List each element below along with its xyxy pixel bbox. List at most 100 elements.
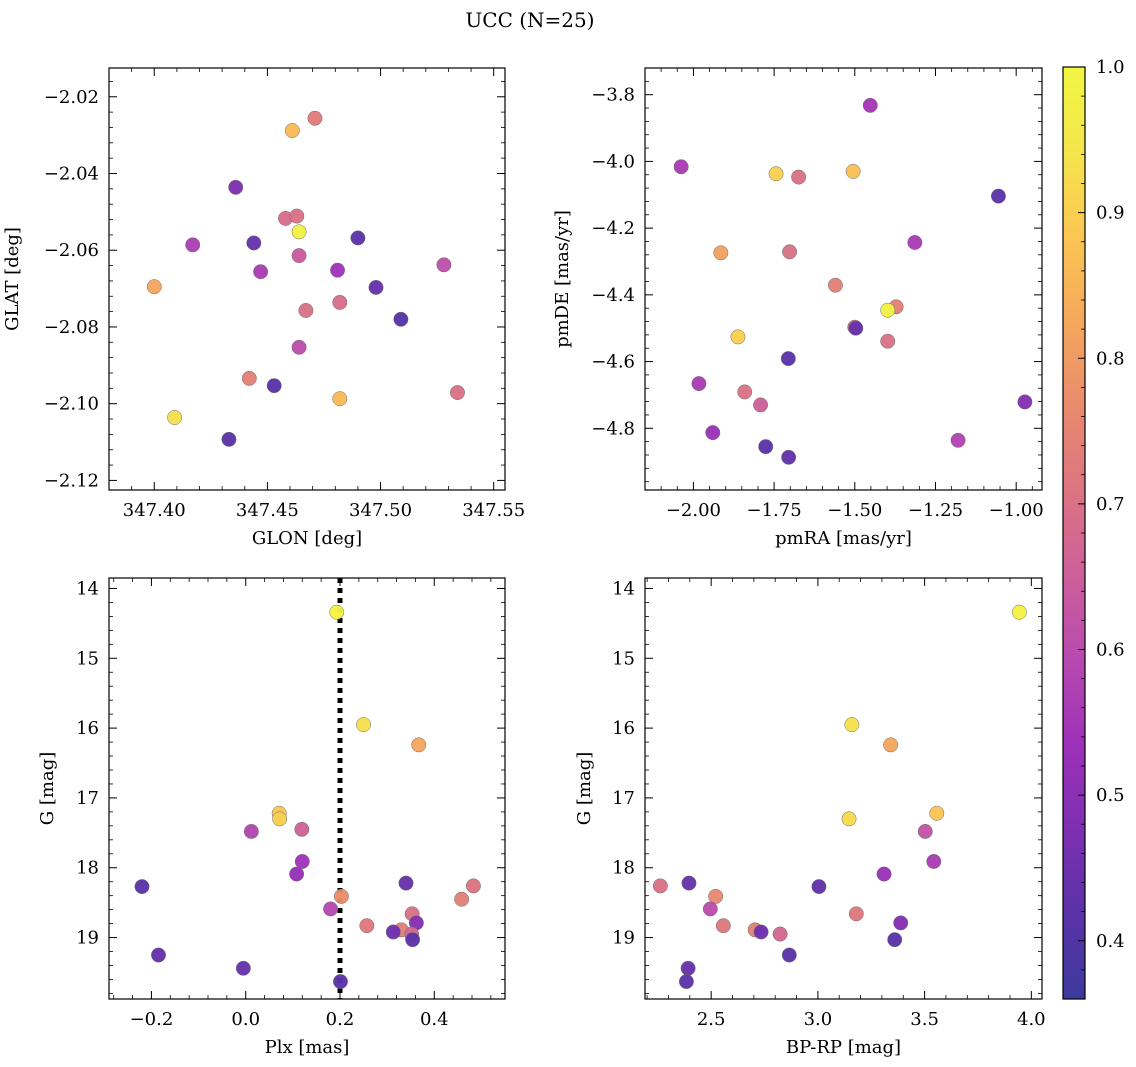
y-tick-label: −2.06 [44, 240, 99, 261]
y-tick-label: 19 [76, 928, 99, 949]
x-tick-label: 347.50 [349, 500, 412, 521]
data-point [350, 230, 366, 246]
data-point [411, 737, 427, 753]
x-tick-label: 0.2 [326, 1009, 355, 1030]
x-tick-label: −0.2 [130, 1009, 174, 1030]
axes-frame [644, 577, 1043, 1000]
data-point [185, 237, 201, 253]
data-point [841, 811, 857, 827]
data-point [330, 262, 345, 278]
data-point [876, 866, 892, 882]
x-tick-label: 347.55 [462, 500, 525, 521]
data-point [329, 604, 345, 620]
data-point [929, 805, 945, 821]
x-tick-label: 347.40 [123, 500, 186, 521]
data-point [368, 279, 384, 295]
data-point [284, 123, 300, 138]
x-tick-label: 4.0 [1017, 1009, 1046, 1030]
data-point [772, 926, 788, 942]
data-point [454, 891, 470, 907]
data-point [436, 257, 452, 273]
data-point [730, 329, 746, 345]
data-point [393, 311, 409, 327]
colorbar-tick-label: 0.8 [1096, 348, 1125, 369]
data-point [167, 410, 183, 425]
x-tick-label: −2.00 [666, 500, 721, 521]
axes-frame [108, 67, 506, 491]
data-point [289, 866, 305, 882]
panel-1: 347.40 347.45 347.50 347.55 −2.12 −2.10 −2.08 −… [2, 67, 525, 549]
colorbar-tick-label: 0.7 [1096, 494, 1125, 515]
data-point [294, 854, 310, 869]
data-point [289, 208, 305, 224]
data-point [844, 717, 860, 733]
data-point [673, 159, 689, 175]
data-point [893, 915, 909, 931]
data-point [715, 918, 731, 934]
data-point [333, 888, 349, 904]
data-point [827, 277, 843, 293]
y-tick-label: −2.04 [44, 164, 99, 185]
data-point [848, 906, 864, 922]
y-tick-label: 18 [612, 858, 635, 879]
y-tick-label: −4.6 [591, 352, 635, 373]
colorbar-tick-label: 0.9 [1096, 203, 1125, 224]
data-point [359, 918, 375, 934]
y-tick-label: −2.02 [44, 87, 99, 108]
data-point [298, 303, 314, 318]
y-tick-label: −4.0 [591, 151, 635, 172]
data-point [1017, 394, 1033, 410]
y-tick-label: −2.12 [44, 470, 99, 491]
data-point [702, 901, 718, 917]
y-tick-label: −2.10 [44, 394, 99, 415]
y-tick-label: 14 [612, 578, 635, 599]
data-point [405, 932, 421, 948]
y-tick-label: −4.4 [591, 285, 635, 306]
data-point [680, 960, 696, 976]
data-point [291, 248, 307, 264]
data-point [782, 244, 798, 260]
x-tick-label: 0.4 [420, 1009, 449, 1030]
data-point [356, 717, 372, 733]
data-point [385, 924, 401, 940]
x-axis-label: GLON [deg] [252, 528, 362, 549]
data-point [990, 188, 1006, 204]
data-point [880, 302, 896, 318]
data-point [917, 823, 933, 839]
data-point [332, 294, 348, 310]
data-point [678, 974, 694, 989]
data-point [1011, 604, 1027, 620]
data-point [811, 879, 827, 895]
data-point [333, 974, 348, 989]
y-tick-label: 15 [76, 648, 99, 669]
x-tick-label: 3.5 [910, 1009, 939, 1030]
data-point [221, 431, 237, 447]
panel-4: 2.5 3.0 3.5 4.0 14 15 16 17 18 19 BP-RP [mag] G [ma… [574, 577, 1046, 1058]
data-point [848, 320, 864, 336]
data-point [880, 333, 896, 349]
figure-title: UCC (N=25) [465, 8, 594, 32]
axes-frame [108, 577, 506, 1000]
data-point [652, 878, 668, 894]
y-tick-label: 16 [76, 718, 99, 739]
y-axis-label: G [mag] [574, 752, 595, 825]
x-axis-label: pmRA [mas/yr] [775, 528, 912, 549]
data-point [845, 163, 861, 179]
axes-frame [644, 67, 1043, 491]
data-point [332, 391, 348, 407]
colorbar-tick-label: 0.5 [1096, 785, 1125, 806]
x-axis-label: Plx [mas] [265, 1037, 350, 1058]
x-tick-label: −1.25 [908, 500, 963, 521]
data-point [246, 235, 262, 251]
colorbar: 0.4 0.5 0.6 0.7 0.8 0.9 1.0 [1062, 57, 1125, 1000]
data-point [780, 351, 796, 367]
panel-2: −2.00 −1.75 −1.50 −1.25 −1.00 −4.8 −4.6 −4.4 −4.… [552, 67, 1044, 549]
y-tick-label: 17 [612, 788, 635, 809]
data-point [907, 235, 923, 250]
y-tick-label: −4.2 [591, 218, 635, 239]
x-axis-label: BP-RP [mag] [786, 1037, 901, 1058]
y-axis-label: G [mag] [37, 752, 58, 825]
y-tick-label: 15 [612, 648, 635, 669]
data-point [705, 425, 721, 441]
